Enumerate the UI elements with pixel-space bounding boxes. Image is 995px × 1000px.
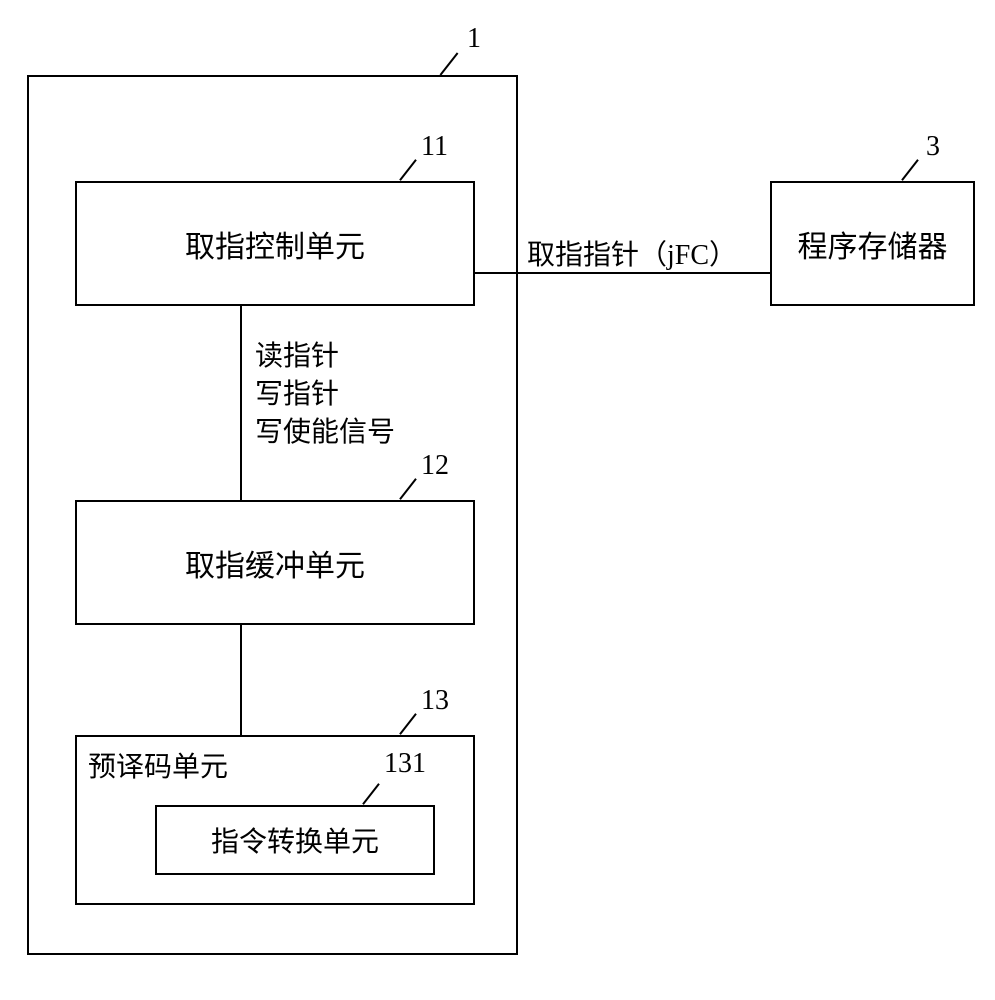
fetch-buffer-unit-text: 取指缓冲单元: [185, 541, 365, 585]
write-pointer-label: 写指针: [255, 376, 395, 414]
program-memory-box: 程序存储器: [770, 181, 975, 306]
num-label-1: 1: [467, 23, 481, 55]
edge-11-to-12: [240, 306, 242, 500]
edge-12-to-13: [240, 625, 242, 735]
num-label-12: 12: [421, 450, 449, 482]
instruction-convert-unit-text: 指令转换单元: [211, 820, 379, 860]
corner-tick-3: [901, 159, 919, 181]
num-label-131: 131: [384, 748, 426, 780]
edge-11-to-12-labels: 读指针 写指针 写使能信号: [255, 338, 395, 451]
write-enable-label: 写使能信号: [255, 414, 395, 452]
fetch-control-unit-text: 取指控制单元: [185, 222, 365, 266]
fetch-buffer-unit-box: 取指缓冲单元: [75, 500, 475, 625]
instruction-convert-unit-box: 指令转换单元: [155, 805, 435, 875]
read-pointer-label: 读指针: [255, 338, 395, 376]
predecode-unit-label: 预译码单元: [88, 745, 228, 785]
num-label-3: 3: [926, 131, 940, 163]
fetch-control-unit-box: 取指控制单元: [75, 181, 475, 306]
num-label-11: 11: [421, 131, 448, 163]
program-memory-text: 程序存储器: [798, 222, 948, 266]
edge-11-to-3-label: 取指指针（jFC）: [527, 233, 737, 273]
num-label-13: 13: [421, 685, 449, 717]
corner-tick-1: [440, 52, 459, 75]
